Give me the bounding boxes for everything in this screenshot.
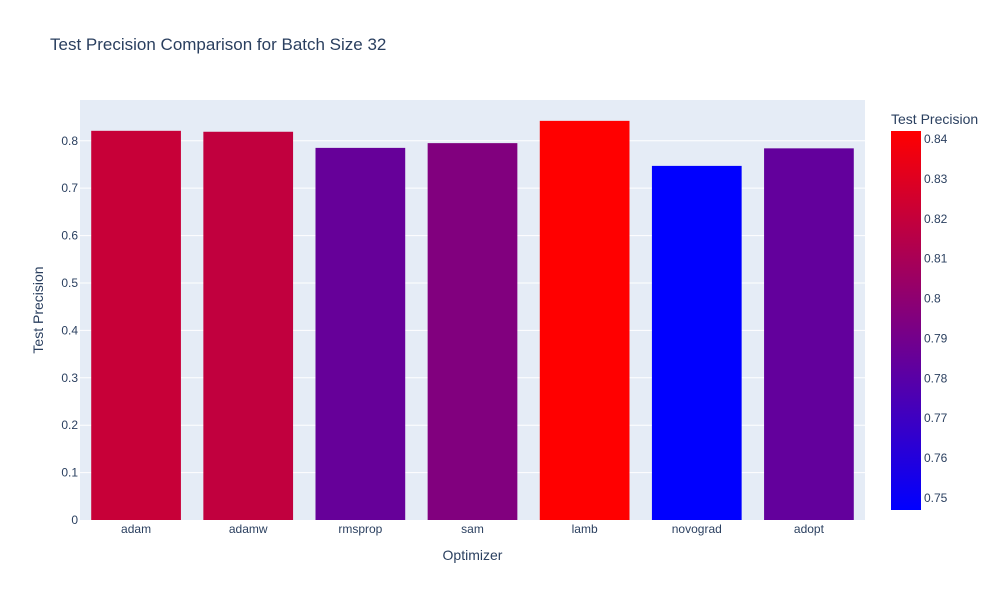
y-axis-ticks: 0 0.1 0.2 0.3 0.4 0.5 0.6 0.7 0.8: [61, 134, 78, 527]
colorbar-tick-label: 0.79: [924, 331, 948, 345]
y-tick-label: 0.1: [61, 466, 78, 480]
bar-adopt[interactable]: [764, 148, 854, 520]
x-tick-label: lamb: [572, 522, 598, 536]
x-tick-label: adopt: [794, 522, 825, 536]
colorbar-tick-label: 0.8: [924, 292, 941, 306]
bar-sam[interactable]: [427, 143, 518, 520]
bar-rmsprop[interactable]: [315, 147, 406, 520]
y-tick-label: 0.6: [61, 229, 78, 243]
bar-novograd[interactable]: [651, 165, 742, 520]
x-tick-label: adam: [121, 522, 151, 536]
x-axis-title: Optimizer: [443, 547, 503, 563]
bar-adam[interactable]: [91, 130, 181, 521]
y-tick-label: 0.3: [61, 371, 78, 385]
colorbar-tick-label: 0.77: [924, 411, 948, 425]
colorbar-title: Test Precision: [891, 111, 978, 127]
x-tick-label: sam: [461, 522, 484, 536]
y-tick-label: 0.4: [61, 323, 78, 337]
bar-adamw[interactable]: [203, 131, 294, 520]
colorbar-tick-label: 0.76: [924, 451, 948, 465]
y-axis-title: Test Precision: [30, 266, 46, 353]
x-axis-ticks: adam adamw rmsprop sam lamb novograd adopt: [121, 522, 825, 536]
x-tick-label: novograd: [672, 522, 722, 536]
y-tick-label: 0.2: [61, 418, 78, 432]
colorbar-tick-label: 0.81: [924, 252, 948, 266]
y-tick-label: 0.5: [61, 276, 78, 290]
colorbar-tick-label: 0.75: [924, 491, 948, 505]
colorbar-ticks: 0.75 0.76 0.77 0.78 0.79 0.8 0.81 0.82 0.83 0.84: [924, 132, 948, 505]
y-tick-label: 0: [71, 513, 78, 527]
colorbar-tick-label: 0.84: [924, 132, 948, 146]
x-tick-label: rmsprop: [338, 522, 382, 536]
colorbar-tick-label: 0.78: [924, 371, 948, 385]
bar-lamb[interactable]: [539, 120, 630, 520]
colorbar-tick-label: 0.82: [924, 212, 948, 226]
colorbar-tick-label: 0.83: [924, 172, 948, 186]
colorbar: [891, 131, 921, 510]
y-tick-label: 0.7: [61, 181, 78, 195]
chart-title: Test Precision Comparison for Batch Size…: [50, 35, 386, 54]
x-tick-label: adamw: [229, 522, 268, 536]
y-tick-label: 0.8: [61, 134, 78, 148]
bars: [91, 120, 854, 521]
